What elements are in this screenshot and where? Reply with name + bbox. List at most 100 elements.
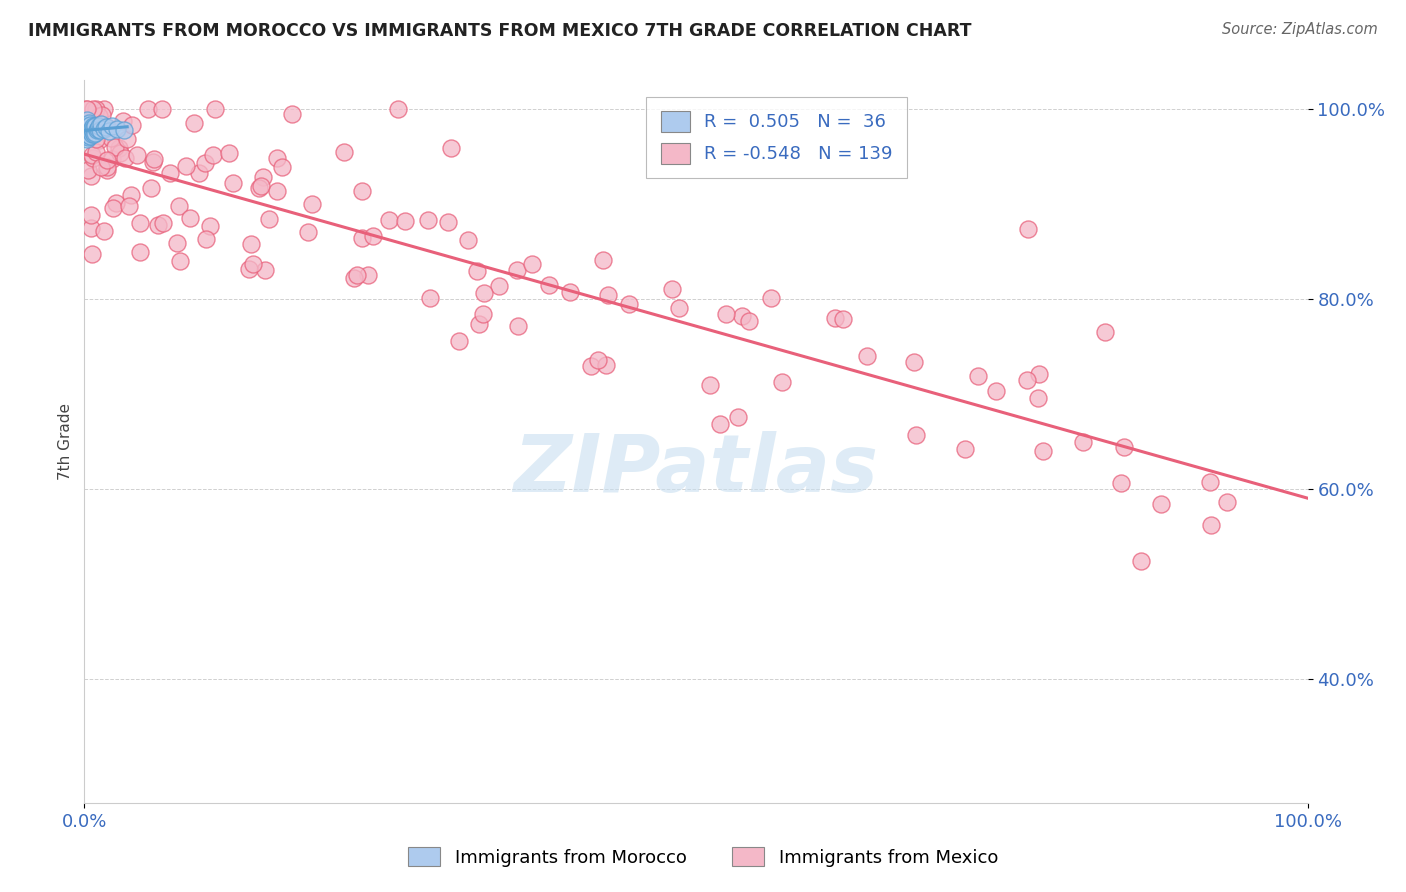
- Point: [96, 160, 118, 174]
- Point: [174, 159, 197, 173]
- Point: [387, 102, 409, 116]
- Point: [984, 384, 1007, 398]
- Point: [82, 102, 104, 116]
- Point: [77, 128, 100, 143]
- Point: [363, 229, 385, 244]
- Point: [82, 151, 104, 165]
- Point: [159, 166, 181, 180]
- Point: [108, 145, 131, 160]
- Point: [108, 141, 131, 155]
- Point: [121, 188, 143, 202]
- Point: [731, 310, 754, 324]
- Point: [201, 148, 224, 162]
- Point: [239, 236, 262, 251]
- Point: [468, 318, 491, 332]
- Point: [560, 285, 582, 299]
- Point: [1028, 368, 1050, 382]
- Point: [86, 122, 108, 136]
- Point: [586, 352, 609, 367]
- Point: [508, 318, 530, 333]
- Point: [1071, 435, 1094, 450]
- Point: [104, 140, 127, 154]
- Point: [356, 268, 378, 282]
- Point: [447, 334, 470, 349]
- Point: [117, 198, 139, 212]
- Point: [80, 148, 103, 162]
- Point: [419, 292, 441, 306]
- Point: [77, 130, 100, 145]
- Point: [77, 119, 100, 133]
- Point: [595, 359, 617, 373]
- Point: [592, 252, 614, 267]
- Point: [77, 125, 100, 139]
- Point: [333, 145, 356, 160]
- Point: [76, 126, 98, 140]
- Point: [903, 355, 925, 369]
- Point: [141, 181, 163, 195]
- Point: [76, 132, 98, 146]
- Point: [301, 197, 323, 211]
- Point: [343, 270, 366, 285]
- Point: [346, 268, 368, 282]
- Point: [75, 122, 97, 136]
- Point: [80, 120, 103, 135]
- Point: [80, 127, 103, 141]
- Point: [1109, 476, 1132, 491]
- Point: [668, 301, 690, 316]
- Point: [93, 102, 115, 116]
- Point: [96, 120, 118, 134]
- Point: [105, 121, 128, 136]
- Text: ZIPatlas: ZIPatlas: [513, 432, 879, 509]
- Point: [114, 152, 136, 166]
- Point: [152, 216, 174, 230]
- Point: [250, 178, 273, 193]
- Point: [761, 291, 783, 305]
- Point: [579, 359, 602, 374]
- Point: [84, 119, 107, 133]
- Point: [150, 102, 173, 116]
- Point: [77, 116, 100, 130]
- Point: [112, 113, 135, 128]
- Point: [125, 148, 148, 162]
- Point: [79, 129, 101, 144]
- Point: [352, 230, 374, 244]
- Point: [84, 126, 107, 140]
- Point: [1015, 373, 1038, 387]
- Point: [89, 122, 111, 136]
- Point: [457, 233, 479, 247]
- Point: [1094, 325, 1116, 339]
- Point: [824, 311, 846, 326]
- Point: [474, 286, 496, 301]
- Point: [1114, 440, 1136, 454]
- Point: [84, 132, 107, 146]
- Point: [79, 118, 101, 132]
- Point: [80, 247, 103, 261]
- Point: [121, 118, 143, 132]
- Point: [506, 263, 529, 277]
- Point: [84, 102, 107, 116]
- Point: [169, 254, 191, 268]
- Point: [467, 264, 489, 278]
- Point: [103, 201, 125, 215]
- Point: [167, 199, 190, 213]
- Point: [242, 257, 264, 271]
- Point: [136, 102, 159, 116]
- Point: [699, 378, 721, 392]
- Point: [96, 153, 118, 168]
- Point: [194, 155, 217, 169]
- Point: [488, 278, 510, 293]
- Point: [96, 120, 118, 135]
- Point: [271, 160, 294, 174]
- Point: [1028, 391, 1050, 405]
- Point: [128, 217, 150, 231]
- Point: [87, 121, 110, 136]
- Point: [101, 119, 124, 133]
- Point: [538, 278, 561, 293]
- Point: [90, 108, 112, 122]
- Point: [77, 121, 100, 136]
- Point: [90, 117, 112, 131]
- Point: [195, 231, 218, 245]
- Point: [93, 121, 115, 136]
- Point: [179, 211, 201, 226]
- Point: [87, 133, 110, 147]
